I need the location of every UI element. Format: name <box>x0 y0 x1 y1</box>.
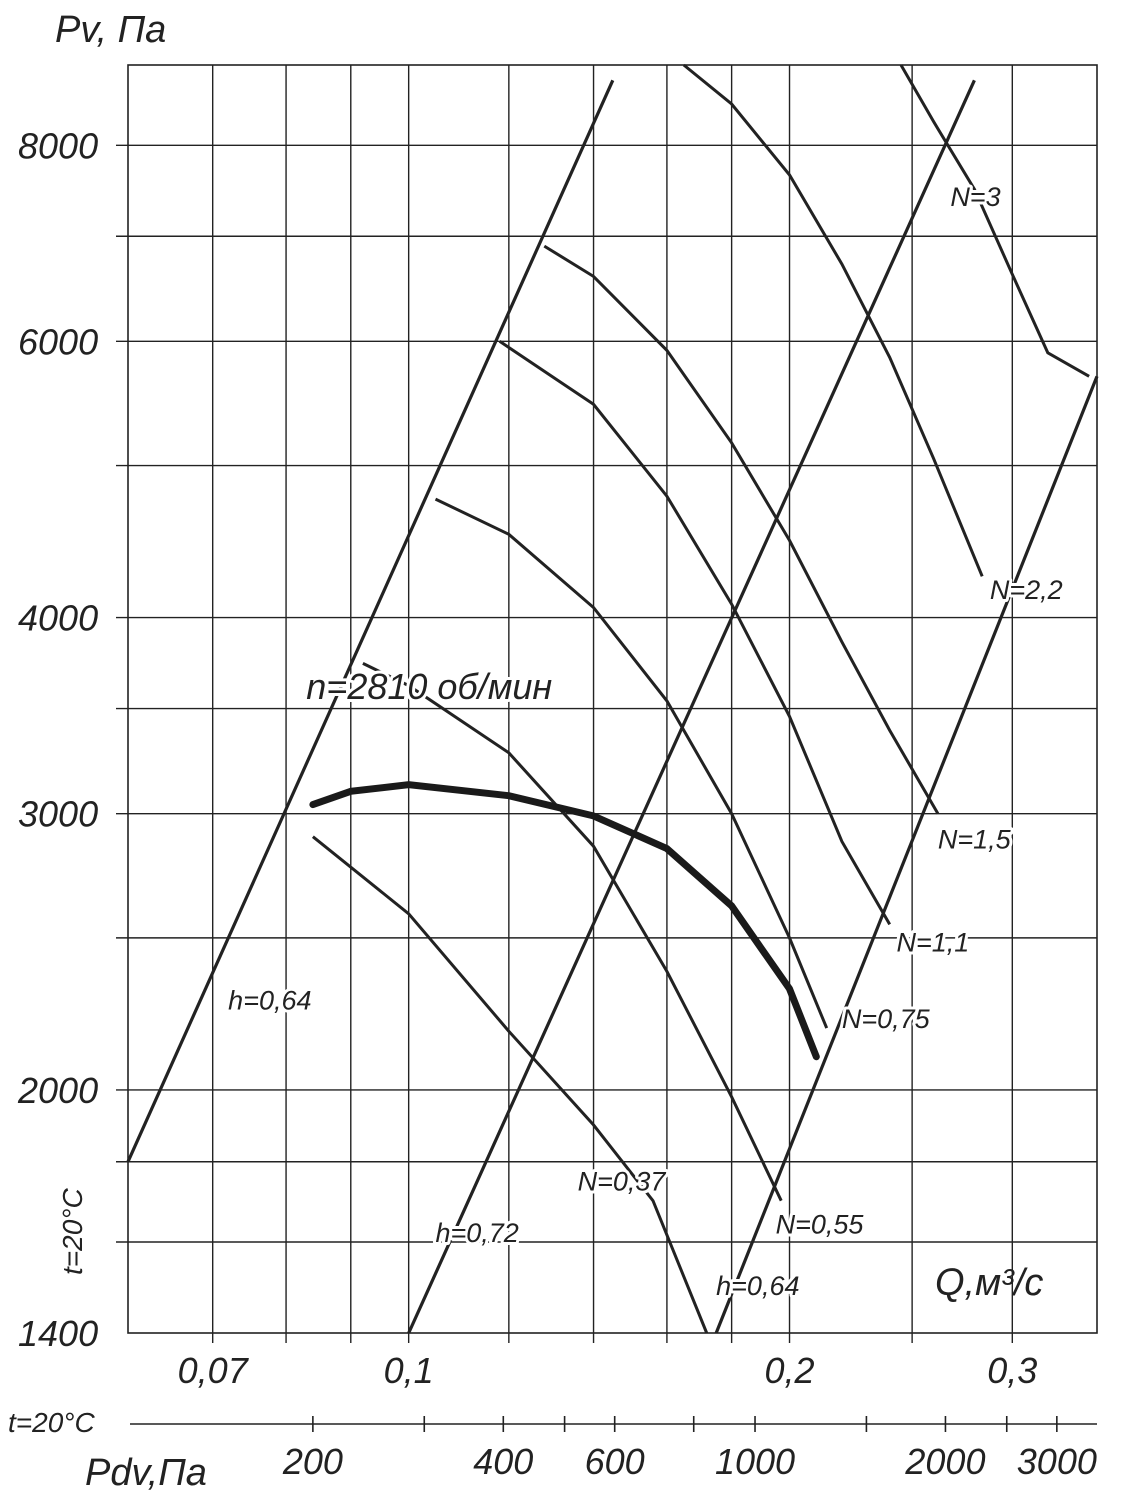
x-axis-ticks: 0,07 0,1 0,2 0,3 <box>178 1350 1038 1391</box>
power-curve-label: N=2,2 <box>990 575 1063 605</box>
pdv-tick-label: 600 <box>585 1441 645 1482</box>
y-axis-ticks: 1400 2000 3000 4000 6000 8000 <box>17 125 98 1354</box>
x-tick-label: 0,2 <box>764 1350 814 1391</box>
pdv-tick-label: 2000 <box>904 1441 985 1482</box>
power-curve <box>362 662 783 1202</box>
power-curve-label: N=0,75 <box>842 1004 931 1034</box>
y-tick-label: 4000 <box>18 598 98 639</box>
efficiency-label: h=0,64 <box>228 986 311 1016</box>
power-curve-label: N=0,55 <box>776 1210 865 1240</box>
operating-curve <box>309 781 820 1061</box>
power-curve-label: N=1,1 <box>897 928 970 958</box>
efficiency-label: h=0,64 <box>716 1271 799 1301</box>
temperature-label-vertical: t=20°C <box>57 1188 88 1275</box>
curve-labels: h=0,64 h=0,72 h=0,64 N=0,37 N=0,55 N=0,75 N=1,… <box>225 179 1066 1304</box>
pdv-axis-title: Pdv,Па <box>85 1452 207 1494</box>
pdv-tick-label: 200 <box>282 1441 343 1482</box>
power-curve <box>899 64 1090 378</box>
power-curve <box>311 835 709 1334</box>
power-curve-label: N=3 <box>950 182 1000 212</box>
pdv-tick-label: 1000 <box>715 1441 795 1482</box>
y-tick-label: 1400 <box>18 1313 98 1354</box>
efficiency-line <box>407 79 976 1334</box>
efficiency-lines <box>126 79 1099 1334</box>
power-curve <box>498 340 891 926</box>
efficiency-label: h=0,72 <box>435 1218 518 1248</box>
power-curves <box>311 63 1090 1334</box>
y-tick-label: 8000 <box>18 125 98 166</box>
pdv-tick-label: 3000 <box>1017 1441 1097 1482</box>
x-tick-label: 0,1 <box>384 1350 434 1391</box>
y-tick-label: 6000 <box>18 321 98 362</box>
y-tick-label: 2000 <box>17 1070 98 1111</box>
power-curve-label: N=1,5 <box>938 825 1012 855</box>
x-tick-label: 0,3 <box>987 1350 1037 1391</box>
pdv-axis: 200 400 600 1000 2000 3000 <box>130 1416 1097 1482</box>
y-axis-title: Pv, Па <box>55 9 166 51</box>
power-curve <box>682 63 984 577</box>
y-tick-label: 3000 <box>18 794 98 835</box>
plot-frame <box>127 64 1098 1334</box>
x-tick-label: 0,07 <box>178 1350 250 1391</box>
efficiency-line <box>126 79 615 1163</box>
x-axis-title: Q,м³/с <box>935 1262 1043 1304</box>
power-curve <box>434 497 829 1029</box>
operating-curve-label: n=2810 об/мин <box>306 666 552 707</box>
operating-curve-line <box>309 781 820 1061</box>
grid <box>116 64 1098 1343</box>
efficiency-line <box>714 375 1099 1334</box>
power-curve <box>543 244 940 815</box>
pdv-tick-label: 400 <box>473 1441 533 1482</box>
power-curve-label: N=0,37 <box>578 1167 667 1197</box>
temperature-label-bottom: t=20°C <box>8 1407 95 1438</box>
